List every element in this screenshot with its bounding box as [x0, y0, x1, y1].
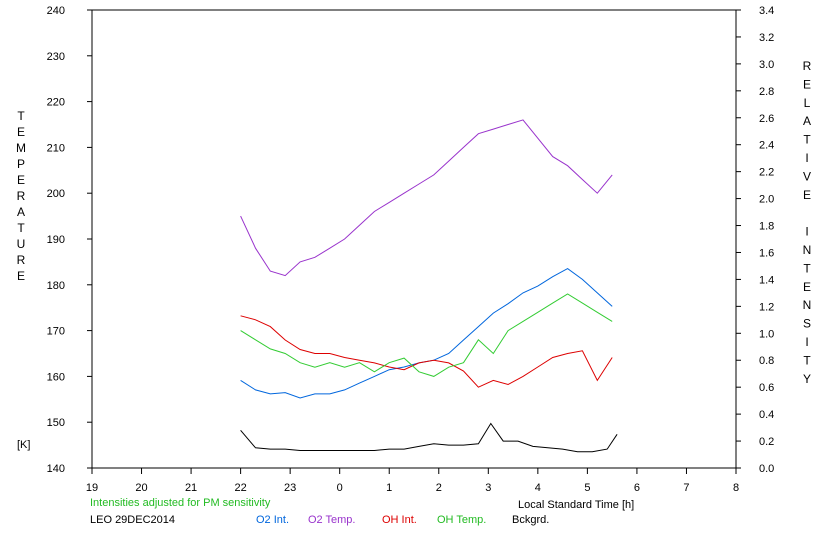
left-axis-ticks: 140 150 160 170 180 190 200 210 220 230 240 — [47, 5, 92, 475]
axis-label-letter: T — [803, 353, 811, 367]
left-tick-label: 190 — [47, 234, 65, 246]
axis-label-letter: V — [803, 169, 811, 183]
right-tick-label: 0.4 — [759, 409, 774, 421]
left-tick-label: 170 — [47, 326, 65, 338]
axis-label-letter: S — [803, 317, 811, 331]
axis-label-letter: T — [803, 133, 811, 147]
series-line-1 — [240, 119, 613, 277]
right-tick-label: 1.2 — [759, 301, 774, 313]
right-tick-label: 1.6 — [759, 247, 774, 259]
right-axis-ticks: 0.0 0.2 0.4 0.6 0.8 1.0 1.2 1.4 1.6 1.8 2.0 2.2 2.4 2… — [736, 5, 774, 475]
x-tick-label: 5 — [584, 482, 590, 494]
axis-label-letter: E — [17, 173, 25, 187]
right-tick-label: 3.2 — [759, 32, 774, 44]
legend-oh-int: OH Int. — [382, 514, 417, 526]
x-tick-label: 2 — [436, 482, 442, 494]
axis-label-letter: R — [17, 189, 26, 203]
axis-label-letter: E — [17, 269, 25, 283]
axis-label-letter: T — [803, 261, 811, 275]
right-tick-label: 2.8 — [759, 86, 774, 98]
axis-label-letter: T — [17, 109, 25, 123]
right-tick-label: 0.8 — [759, 355, 774, 367]
x-tick-label: 21 — [185, 482, 197, 494]
left-tick-label: 140 — [47, 463, 65, 475]
plot-frame — [91, 9, 737, 469]
right-tick-label: 3.4 — [759, 5, 774, 17]
axis-label-letter: E — [803, 188, 811, 202]
x-tick-label: 19 — [86, 482, 98, 494]
x-tick-label: 0 — [337, 482, 343, 494]
station-date-label: LEO 29DEC2014 — [90, 514, 175, 526]
axis-label-letter: Y — [803, 372, 811, 386]
axis-label-letter: N — [803, 243, 812, 257]
legend-bckgrd: Bckgrd. — [512, 514, 550, 526]
x-tick-label: 6 — [634, 482, 640, 494]
left-tick-label: 220 — [47, 97, 65, 109]
axis-label-letter: U — [17, 237, 26, 251]
axis-label-letter: E — [803, 77, 811, 91]
left-tick-label: 160 — [47, 371, 65, 383]
right-tick-label: 1.4 — [759, 274, 774, 286]
axis-label-letter: A — [17, 205, 25, 219]
axis-label-letter: M — [16, 141, 26, 155]
legend-oh-temp: OH Temp. — [437, 514, 487, 526]
left-tick-label: 180 — [47, 280, 65, 292]
axis-label-letter: P — [17, 157, 25, 171]
x-tick-label: 3 — [485, 482, 491, 494]
axis-label-letter: E — [17, 125, 25, 139]
axis-label-letter: A — [803, 114, 811, 128]
right-tick-label: 2.4 — [759, 140, 774, 152]
axis-label-letter: I — [805, 151, 808, 165]
series-line-3 — [240, 293, 613, 377]
axis-label-letter: L — [804, 96, 811, 110]
axis-label-letter: E — [803, 280, 811, 294]
x-tick-label: 22 — [234, 482, 246, 494]
plot-border — [91, 9, 737, 469]
series-line-2 — [240, 315, 613, 388]
x-tick-label: 1 — [386, 482, 392, 494]
left-axis-unit: [K] — [17, 439, 31, 451]
axis-label-letter: I — [805, 335, 808, 349]
right-tick-label: 1.8 — [759, 221, 774, 233]
x-tick-label: 7 — [683, 482, 689, 494]
axis-label-letter: R — [17, 253, 26, 267]
axis-label-letter: I — [805, 225, 808, 239]
x-tick-label: 20 — [135, 482, 147, 494]
series-line-4 — [240, 422, 618, 453]
right-tick-label: 2.6 — [759, 113, 774, 125]
series-lines — [240, 119, 618, 453]
right-tick-label: 2.2 — [759, 167, 774, 179]
left-tick-label: 200 — [47, 188, 65, 200]
right-tick-label: 1.0 — [759, 328, 774, 340]
x-tick-label: 8 — [733, 482, 739, 494]
axis-label-letter: N — [803, 298, 812, 312]
series-line-0 — [240, 268, 613, 399]
right-tick-label: 2.0 — [759, 194, 774, 206]
x-tick-label: 4 — [535, 482, 541, 494]
right-tick-label: 0.0 — [759, 463, 774, 475]
right-tick-label: 0.2 — [759, 436, 774, 448]
axis-label-letter: R — [803, 59, 812, 73]
x-axis-ticks: 19 20 21 22 23 0 1 2 3 4 5 6 7 8 — [86, 468, 739, 494]
legend-o2-temp: O2 Temp. — [308, 514, 356, 526]
x-axis-label: Local Standard Time [h] — [518, 499, 635, 511]
left-tick-label: 210 — [47, 142, 65, 154]
axis-label-letter: T — [17, 221, 25, 235]
legend-o2-int: O2 Int. — [256, 514, 290, 526]
sensitivity-note: Intensities adjusted for PM sensitivity — [90, 497, 271, 509]
right-tick-label: 0.6 — [759, 382, 774, 394]
x-tick-label: 23 — [284, 482, 296, 494]
right-tick-label: 3.0 — [759, 59, 774, 71]
left-tick-label: 150 — [47, 417, 65, 429]
left-tick-label: 230 — [47, 51, 65, 63]
left-tick-label: 240 — [47, 5, 65, 17]
